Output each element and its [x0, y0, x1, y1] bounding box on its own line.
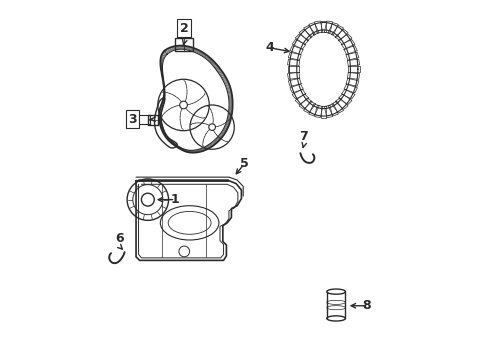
Text: 5: 5 [240, 157, 248, 170]
Text: 1: 1 [171, 193, 180, 206]
Text: 3: 3 [128, 113, 137, 126]
Text: 7: 7 [299, 130, 308, 143]
Text: 6: 6 [115, 233, 123, 246]
Text: 4: 4 [266, 41, 274, 54]
Text: 2: 2 [180, 22, 189, 35]
Text: 8: 8 [362, 299, 371, 312]
Bar [175, 38, 193, 51]
Bar [148, 115, 158, 125]
